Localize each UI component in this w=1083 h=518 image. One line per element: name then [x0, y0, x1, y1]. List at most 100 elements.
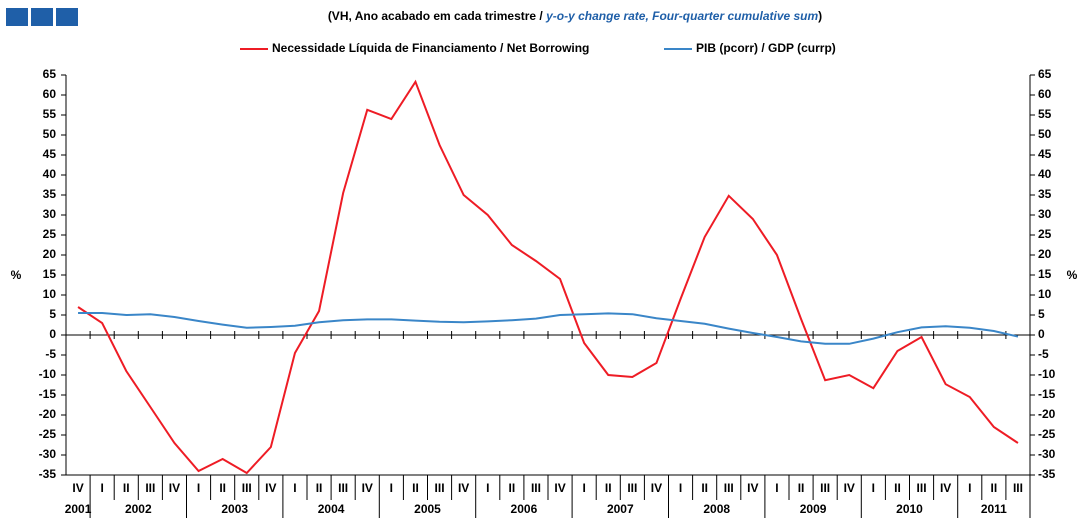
title-prefix: (VH, Ano acabado em cada trimestre / [328, 9, 546, 23]
y-tick-label: 0 [49, 327, 56, 341]
x-tick-label: I [197, 481, 200, 495]
y2-tick-label: -20 [1038, 407, 1056, 421]
y-tick-label: 15 [43, 267, 57, 281]
logo-square [56, 8, 78, 26]
x-tick-label: IV [940, 481, 951, 495]
y-tick-label: -30 [39, 447, 57, 461]
x-tick-label: II [316, 481, 323, 495]
x-tick-label: IV [362, 481, 373, 495]
x-tick-label: IV [458, 481, 469, 495]
y-tick-label: 55 [43, 107, 57, 121]
y2-tick-label: 50 [1038, 127, 1052, 141]
y-tick-label: 40 [43, 167, 57, 181]
y2-tick-label: 30 [1038, 207, 1052, 221]
y-tick-label: -20 [39, 407, 57, 421]
x-tick-label: III [531, 481, 541, 495]
year-label: 2002 [125, 502, 152, 516]
y2-tick-label: 20 [1038, 247, 1052, 261]
year-label: 2010 [896, 502, 923, 516]
x-tick-label: I [872, 481, 875, 495]
y2-tick-label: -15 [1038, 387, 1056, 401]
x-tick-label: II [509, 481, 516, 495]
chart-title: (VH, Ano acabado em cada trimestre / y-o… [328, 9, 822, 23]
y2-tick-label: 10 [1038, 287, 1052, 301]
y-tick-label: -15 [39, 387, 57, 401]
y-tick-label: 65 [43, 67, 57, 81]
year-label: 2008 [703, 502, 730, 516]
y-axis-label: % [11, 268, 22, 282]
y2-tick-label: 45 [1038, 147, 1052, 161]
title-suffix: ) [818, 9, 822, 23]
y-tick-label: -5 [45, 347, 56, 361]
y-tick-label: 20 [43, 247, 57, 261]
x-tick-label: III [820, 481, 830, 495]
y2-tick-label: -35 [1038, 467, 1056, 481]
x-tick-label: II [605, 481, 612, 495]
x-tick-label: I [582, 481, 585, 495]
year-label: 2011 [981, 502, 1007, 516]
year-label: 2005 [414, 502, 441, 516]
y-tick-label: 30 [43, 207, 57, 221]
y2-tick-label: -5 [1038, 347, 1049, 361]
x-tick-label: IV [72, 481, 83, 495]
x-tick-label: II [991, 481, 998, 495]
x-tick-label: II [123, 481, 130, 495]
year-label: 2004 [318, 502, 345, 516]
legend-label: Necessidade Líquida de Financiamento / N… [272, 41, 589, 55]
y-tick-label: -35 [39, 467, 57, 481]
x-tick-label: IV [844, 481, 855, 495]
x-tick-label: III [435, 481, 445, 495]
y2-tick-label: 15 [1038, 267, 1052, 281]
y2-axis-label: % [1067, 268, 1078, 282]
x-tick-label: IV [554, 481, 565, 495]
y2-tick-label: 60 [1038, 87, 1052, 101]
y-tick-label: 5 [49, 307, 56, 321]
x-tick-label: IV [651, 481, 662, 495]
x-tick-label: II [219, 481, 226, 495]
x-tick-label: IV [747, 481, 758, 495]
x-tick-label: II [798, 481, 805, 495]
x-tick-label: III [242, 481, 252, 495]
year-label: 2007 [607, 502, 634, 516]
y-tick-label: 50 [43, 127, 57, 141]
logo-square [31, 8, 53, 26]
y2-tick-label: -10 [1038, 367, 1056, 381]
year-label: 2006 [511, 502, 538, 516]
x-tick-label: I [486, 481, 489, 495]
y2-tick-label: 35 [1038, 187, 1052, 201]
series-line [77, 79, 1019, 475]
y2-tick-label: 40 [1038, 167, 1052, 181]
x-tick-label: III [917, 481, 927, 495]
x-tick-label: IV [265, 481, 276, 495]
x-tick-label: I [390, 481, 393, 495]
year-label: 2009 [800, 502, 827, 516]
x-tick-label: III [338, 481, 348, 495]
legend-label: PIB (pcorr) / GDP (currp) [696, 41, 836, 55]
x-tick-label: III [724, 481, 734, 495]
year-label: 2001 [65, 502, 92, 516]
x-tick-label: III [145, 481, 155, 495]
y-tick-label: 10 [43, 287, 57, 301]
x-tick-label: II [412, 481, 419, 495]
x-tick-label: II [894, 481, 901, 495]
x-tick-label: I [968, 481, 971, 495]
y-tick-label: 25 [43, 227, 57, 241]
y-tick-label: 45 [43, 147, 57, 161]
x-tick-label: IV [169, 481, 180, 495]
logo-square [6, 8, 28, 26]
year-label: 2003 [221, 502, 248, 516]
y2-tick-label: 25 [1038, 227, 1052, 241]
title-highlight: y-o-y change rate, Four-quarter cumulati… [545, 9, 818, 23]
x-tick-label: I [679, 481, 682, 495]
y-tick-label: -25 [39, 427, 57, 441]
y2-tick-label: -25 [1038, 427, 1056, 441]
y2-tick-label: 55 [1038, 107, 1052, 121]
x-tick-label: I [775, 481, 778, 495]
y2-tick-label: -30 [1038, 447, 1056, 461]
x-tick-label: II [701, 481, 708, 495]
y2-tick-label: 5 [1038, 307, 1045, 321]
y-tick-label: 35 [43, 187, 57, 201]
y-tick-label: 60 [43, 87, 57, 101]
x-tick-label: III [627, 481, 637, 495]
